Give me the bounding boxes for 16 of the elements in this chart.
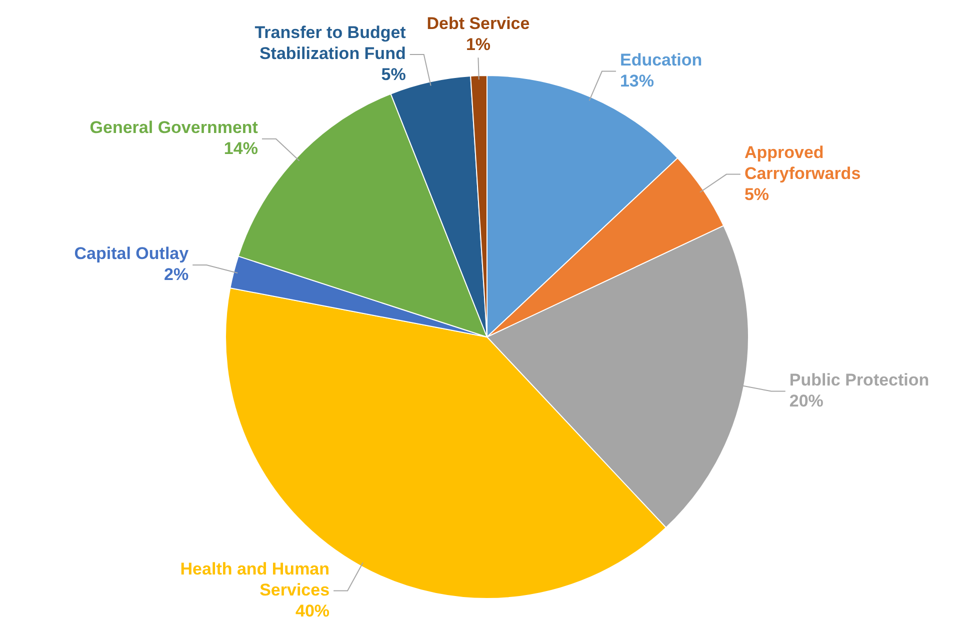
slice-label: Education (620, 50, 702, 70)
data-label: 40% (296, 601, 330, 619)
slice-label: Approved Carryforwards (744, 142, 861, 183)
slice-label: Debt Service (426, 14, 530, 33)
slice-label: Capital Outlay (74, 244, 190, 264)
data-label: 2% (164, 265, 189, 284)
data-label: 5% (744, 184, 770, 204)
data-label: 1% (466, 34, 491, 54)
data-label: 13% (620, 72, 654, 90)
data-label: 5% (381, 65, 406, 84)
slice-label: General Government (90, 118, 258, 138)
slice-label: Public Protection (789, 370, 930, 390)
slice-label: Transfer to Budget Stabilization Fund (254, 23, 406, 64)
slice-label: Health and Human Services (180, 559, 330, 600)
data-label: 20% (789, 391, 824, 410)
data-label: 14% (224, 139, 258, 158)
